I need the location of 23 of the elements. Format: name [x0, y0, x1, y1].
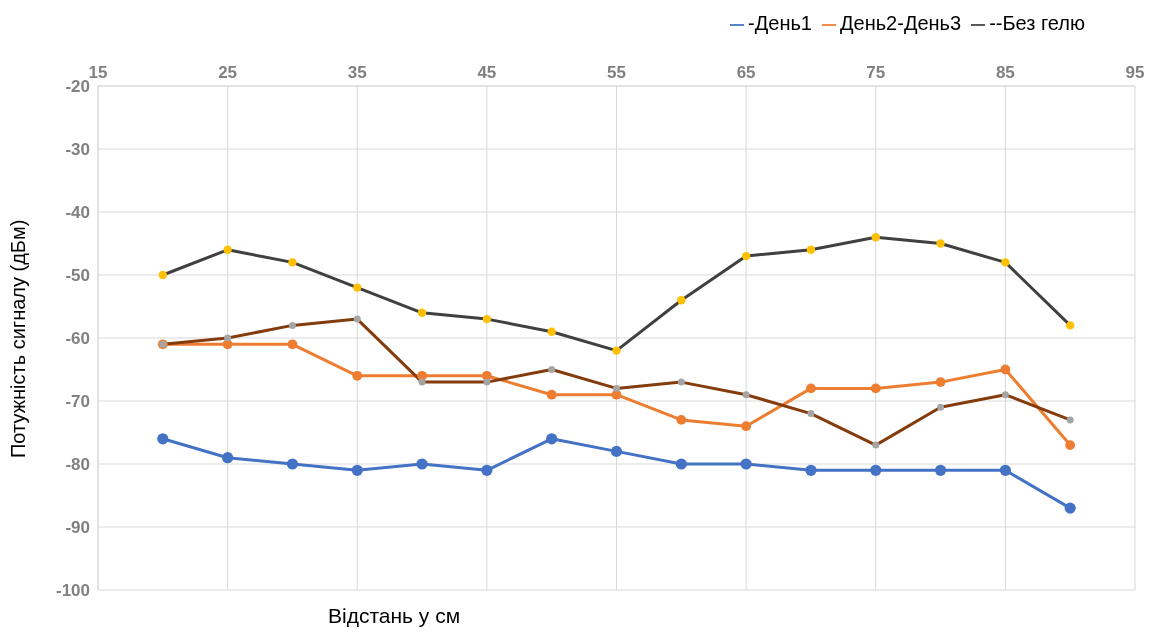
x-tick-label: 55 — [607, 63, 626, 82]
y-tick-label: -60 — [65, 329, 90, 349]
x-tick-label: 75 — [866, 63, 886, 82]
legend-label: День2-День3 — [839, 12, 962, 34]
y-tick-label: -20 — [65, 77, 90, 97]
y-axis-title: Потужність сигналу (дБм) — [7, 219, 30, 458]
y-tick-label: -80 — [65, 455, 90, 475]
x-tick-label: 85 — [995, 63, 1015, 82]
legend-label: -День1 — [748, 12, 812, 34]
x-tick-label: 35 — [347, 63, 367, 82]
x-axis-title: Відстань у см — [328, 604, 461, 628]
legend-label: --Без гелю — [989, 12, 1085, 34]
y-tick-label: -90 — [65, 518, 90, 538]
x-tick-label: 15 — [88, 63, 108, 82]
y-tick-label: -100 — [55, 581, 90, 601]
x-tick-label: 65 — [736, 63, 756, 82]
x-tick-label: 25 — [218, 63, 238, 82]
y-tick-label: -50 — [65, 266, 90, 286]
y-tick-label: -30 — [65, 140, 90, 160]
x-tick-label: 95 — [1125, 63, 1145, 82]
x-tick-label: 45 — [477, 63, 497, 82]
y-tick-label: -40 — [65, 203, 90, 223]
y-tick-label: -70 — [65, 392, 90, 412]
